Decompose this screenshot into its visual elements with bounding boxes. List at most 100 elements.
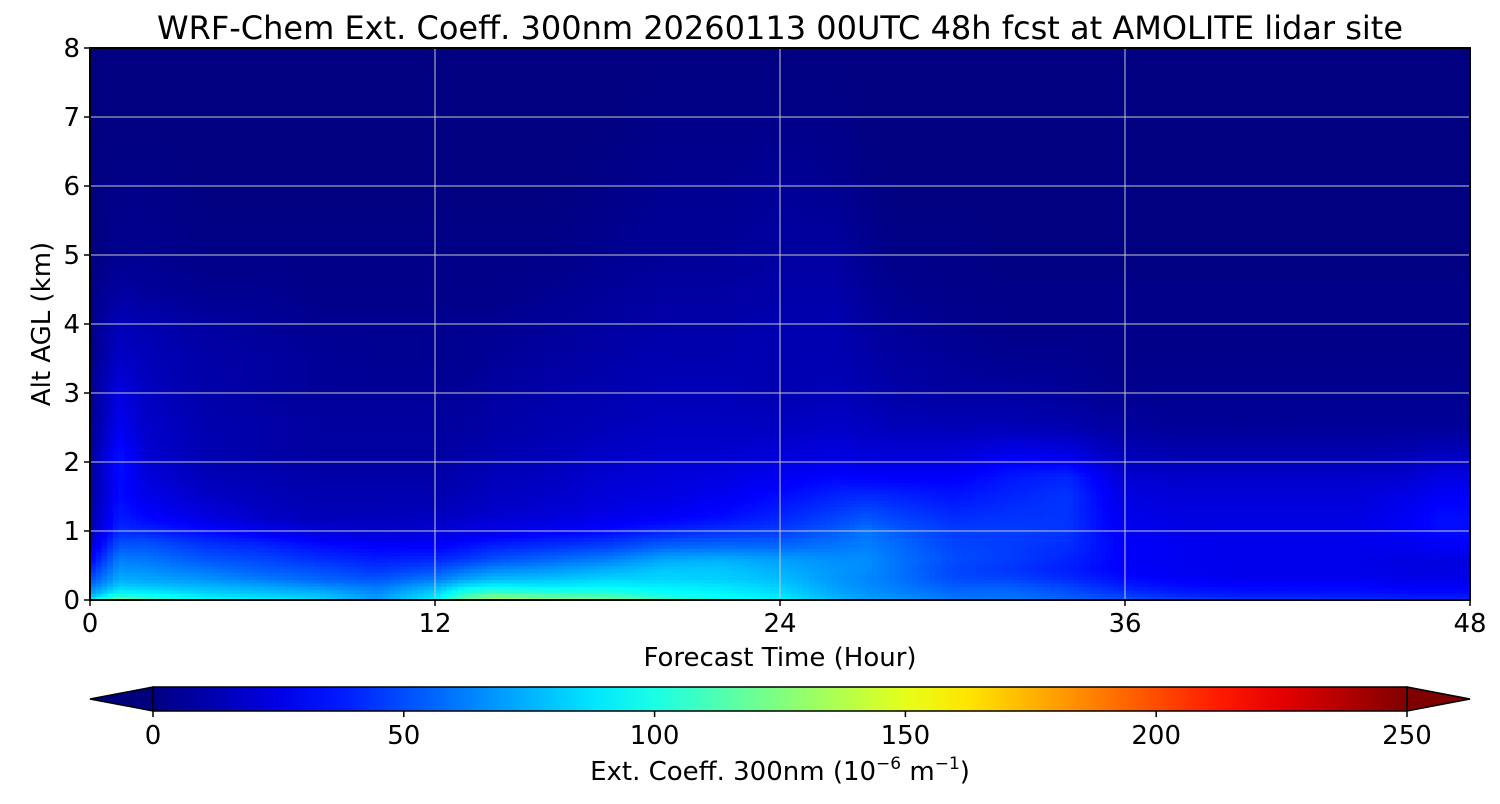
heatmap-cell: [1263, 572, 1269, 576]
heatmap-cell: [291, 576, 297, 580]
heatmap-cell: [1349, 590, 1355, 594]
heatmap-cell: [194, 531, 200, 535]
heatmap-cell: [562, 555, 568, 559]
heatmap-cell: [1211, 579, 1217, 583]
heatmap-cell: [1378, 569, 1384, 573]
heatmap-cell: [1160, 531, 1166, 535]
heatmap-cell: [1022, 566, 1028, 570]
heatmap-cell: [458, 572, 464, 576]
heatmap-cell: [1068, 593, 1074, 597]
heatmap-cell: [728, 545, 734, 549]
heatmap-cell: [406, 583, 412, 587]
heatmap-cell: [964, 576, 970, 580]
heatmap-cell: [1459, 541, 1465, 545]
heatmap-cell: [1349, 572, 1355, 576]
heatmap-cell: [855, 534, 861, 538]
heatmap-cell: [1114, 534, 1120, 538]
heatmap-cell: [970, 545, 976, 549]
heatmap-cell: [832, 569, 838, 573]
heatmap-cell: [320, 579, 326, 583]
heatmap-cell: [182, 531, 188, 535]
heatmap-cell: [1309, 559, 1315, 563]
heatmap-cell: [165, 559, 171, 563]
heatmap-cell: [849, 548, 855, 552]
heatmap-cell: [228, 572, 234, 576]
heatmap-cell: [958, 572, 964, 576]
heatmap-cell: [1154, 583, 1160, 587]
heatmap-cell: [912, 586, 918, 590]
heatmap-cell: [412, 562, 418, 566]
heatmap-cell: [1390, 569, 1396, 573]
heatmap-cell: [366, 579, 372, 583]
heatmap-cell: [343, 576, 349, 580]
heatmap-cell: [1137, 590, 1143, 594]
heatmap-cell: [1453, 541, 1459, 545]
heatmap-cell: [1447, 545, 1453, 549]
heatmap-cell: [1229, 572, 1235, 576]
heatmap-cell: [567, 545, 573, 549]
heatmap-cell: [550, 541, 556, 545]
heatmap-cell: [107, 534, 113, 538]
heatmap-cell: [286, 586, 292, 590]
heatmap-cell: [665, 572, 671, 576]
heatmap-cell: [1246, 562, 1252, 566]
heatmap-cell: [1068, 576, 1074, 580]
heatmap-cell: [1298, 583, 1304, 587]
heatmap-cell: [1137, 583, 1143, 587]
heatmap-cell: [1131, 545, 1137, 549]
heatmap-cell: [412, 576, 418, 580]
heatmap-cell: [1200, 593, 1206, 597]
heatmap-cell: [470, 593, 476, 597]
heatmap-cell: [1309, 583, 1315, 587]
heatmap-cell: [1194, 562, 1200, 566]
heatmap-cell: [1459, 545, 1465, 549]
heatmap-cell: [355, 559, 361, 563]
heatmap-cell: [1286, 534, 1292, 538]
heatmap-cell: [136, 586, 142, 590]
heatmap-cell: [383, 579, 389, 583]
heatmap-cell: [142, 590, 148, 594]
heatmap-cell: [1165, 538, 1171, 542]
heatmap-cell: [1010, 534, 1016, 538]
heatmap-cell: [1217, 586, 1223, 590]
heatmap-cell: [1114, 583, 1120, 587]
heatmap-cell: [136, 569, 142, 573]
heatmap-cell: [1395, 586, 1401, 590]
heatmap-cell: [383, 541, 389, 545]
heatmap-cell: [792, 531, 798, 535]
heatmap-cell: [1372, 562, 1378, 566]
heatmap-cell: [274, 555, 280, 559]
heatmap-cell: [516, 593, 522, 597]
heatmap-cell: [1033, 531, 1039, 535]
heatmap-cell: [130, 593, 136, 597]
heatmap-cell: [786, 534, 792, 538]
heatmap-cell: [838, 586, 844, 590]
heatmap-cell: [1102, 545, 1108, 549]
heatmap-cell: [619, 590, 625, 594]
heatmap-cell: [406, 538, 412, 542]
heatmap-cell: [372, 562, 378, 566]
heatmap-cell: [688, 579, 694, 583]
heatmap-cell: [1378, 572, 1384, 576]
heatmap-cell: [625, 559, 631, 563]
heatmap-cell: [746, 593, 752, 597]
heatmap-cell: [516, 562, 522, 566]
heatmap-cell: [234, 586, 240, 590]
heatmap-cell: [711, 531, 717, 535]
heatmap-cell: [1027, 576, 1033, 580]
heatmap-cell: [786, 593, 792, 597]
heatmap-cell: [182, 559, 188, 563]
heatmap-cell: [849, 572, 855, 576]
heatmap-cell: [366, 586, 372, 590]
heatmap-cell: [280, 545, 286, 549]
heatmap-cell: [688, 569, 694, 573]
heatmap-cell: [659, 534, 665, 538]
heatmap-cell: [1068, 566, 1074, 570]
heatmap-cell: [136, 559, 142, 563]
heatmap-cell: [1154, 562, 1160, 566]
heatmap-cell: [1280, 579, 1286, 583]
heatmap-cell: [1430, 590, 1436, 594]
heatmap-cell: [458, 531, 464, 535]
heatmap-cell: [1056, 569, 1062, 573]
heatmap-cell: [1321, 586, 1327, 590]
